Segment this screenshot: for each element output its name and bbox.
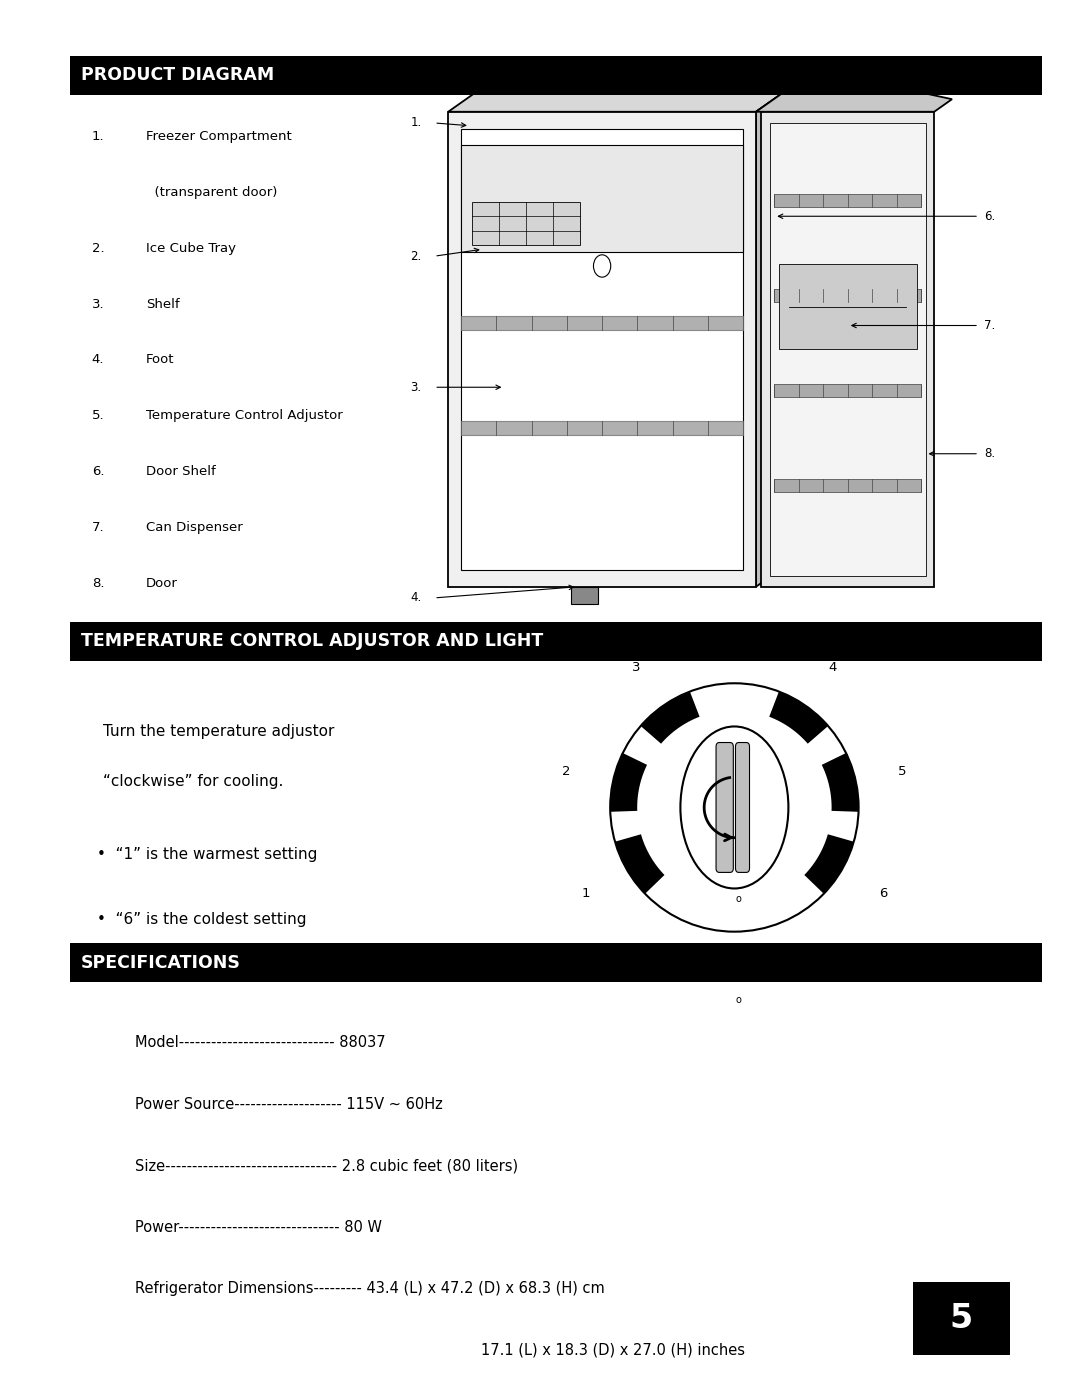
Text: 5: 5: [897, 766, 906, 778]
Polygon shape: [448, 70, 815, 112]
Bar: [913, 1282, 1010, 1355]
Ellipse shape: [680, 726, 788, 888]
Text: TEMPERATURE CONTROL ADJUSTOR AND LIGHT: TEMPERATURE CONTROL ADJUSTOR AND LIGHT: [81, 633, 543, 650]
Text: 5.: 5.: [92, 409, 105, 422]
Text: 3.: 3.: [92, 298, 105, 310]
Bar: [770, 123, 926, 576]
Text: Ice Cube Tray: Ice Cube Tray: [146, 242, 235, 254]
Polygon shape: [615, 834, 664, 894]
Text: Power Source-------------------- 115V ~ 60Hz: Power Source-------------------- 115V ~ …: [135, 1097, 443, 1112]
Polygon shape: [640, 692, 700, 743]
Text: Model----------------------------- 88037: Model----------------------------- 88037: [135, 1035, 386, 1051]
Text: Refrigerator Dimensions--------- 43.4 (L) x 47.2 (D) x 68.3 (H) cm: Refrigerator Dimensions--------- 43.4 (L…: [135, 1281, 605, 1296]
Circle shape: [594, 254, 611, 277]
Bar: [779, 264, 917, 349]
Text: 5.: 5.: [985, 81, 996, 95]
Text: SPECIFICATIONS: SPECIFICATIONS: [81, 954, 241, 971]
Bar: [774, 479, 921, 492]
Bar: [774, 289, 921, 302]
Text: Shelf: Shelf: [146, 298, 179, 310]
Bar: [448, 112, 756, 587]
Text: 2: 2: [563, 766, 571, 778]
Text: Can Dispenser: Can Dispenser: [146, 521, 243, 534]
Bar: [70, 56, 1042, 95]
Text: •  “6” is the coldest setting: • “6” is the coldest setting: [97, 912, 307, 928]
Text: 6.: 6.: [985, 210, 996, 222]
Text: Turn the temperature adjustor: Turn the temperature adjustor: [103, 724, 334, 739]
Bar: [461, 316, 743, 330]
Text: 3: 3: [632, 661, 640, 673]
Text: 4.: 4.: [92, 353, 105, 366]
Polygon shape: [756, 70, 953, 112]
FancyBboxPatch shape: [735, 743, 750, 872]
Text: 3.: 3.: [410, 381, 421, 394]
Text: 2.: 2.: [92, 242, 105, 254]
Text: •  “1” is the warmest setting: • “1” is the warmest setting: [97, 847, 318, 862]
Text: 1: 1: [582, 887, 590, 900]
Text: (transparent door): (transparent door): [146, 186, 278, 198]
Text: Door Shelf: Door Shelf: [146, 465, 216, 478]
Bar: [461, 420, 743, 434]
Text: Temperature Control Adjustor: Temperature Control Adjustor: [146, 409, 342, 422]
Text: 17.1 (L) x 18.3 (D) x 27.0 (H) inches: 17.1 (L) x 18.3 (D) x 27.0 (H) inches: [481, 1343, 744, 1358]
Text: Foot: Foot: [146, 353, 174, 366]
Text: o: o: [735, 995, 742, 1004]
Bar: [70, 943, 1042, 982]
Polygon shape: [756, 70, 815, 587]
Text: 8.: 8.: [985, 447, 996, 460]
Polygon shape: [822, 753, 859, 812]
Text: “clockwise” for cooling.: “clockwise” for cooling.: [103, 774, 283, 789]
Text: 1.: 1.: [92, 130, 105, 142]
FancyBboxPatch shape: [716, 743, 733, 872]
Text: 6: 6: [879, 887, 887, 900]
Text: Door: Door: [146, 577, 178, 590]
Text: 8.: 8.: [92, 577, 105, 590]
Bar: [761, 112, 934, 587]
Polygon shape: [610, 753, 647, 812]
Text: 1.: 1.: [410, 116, 421, 130]
Bar: [774, 194, 921, 207]
Bar: [774, 384, 921, 397]
Bar: [461, 145, 743, 251]
Ellipse shape: [610, 683, 859, 932]
Text: Power------------------------------ 80 W: Power------------------------------ 80 W: [135, 1220, 382, 1235]
Text: Freezer Compartment: Freezer Compartment: [146, 130, 292, 142]
Text: 4: 4: [828, 661, 837, 673]
Polygon shape: [805, 834, 854, 894]
Bar: [461, 129, 743, 570]
Bar: [472, 201, 580, 244]
Text: 4.: 4.: [410, 591, 421, 605]
Text: 2.: 2.: [410, 250, 421, 263]
Bar: [70, 622, 1042, 661]
Text: PRODUCT DIAGRAM: PRODUCT DIAGRAM: [81, 67, 274, 84]
Text: 5: 5: [949, 1302, 973, 1336]
Text: 7.: 7.: [92, 521, 105, 534]
Bar: [571, 587, 598, 604]
Text: Size-------------------------------- 2.8 cubic feet (80 liters): Size-------------------------------- 2.8…: [135, 1158, 518, 1173]
Polygon shape: [769, 692, 828, 743]
Text: o: o: [735, 894, 742, 904]
Text: 6.: 6.: [92, 465, 105, 478]
Text: 7.: 7.: [985, 319, 996, 332]
